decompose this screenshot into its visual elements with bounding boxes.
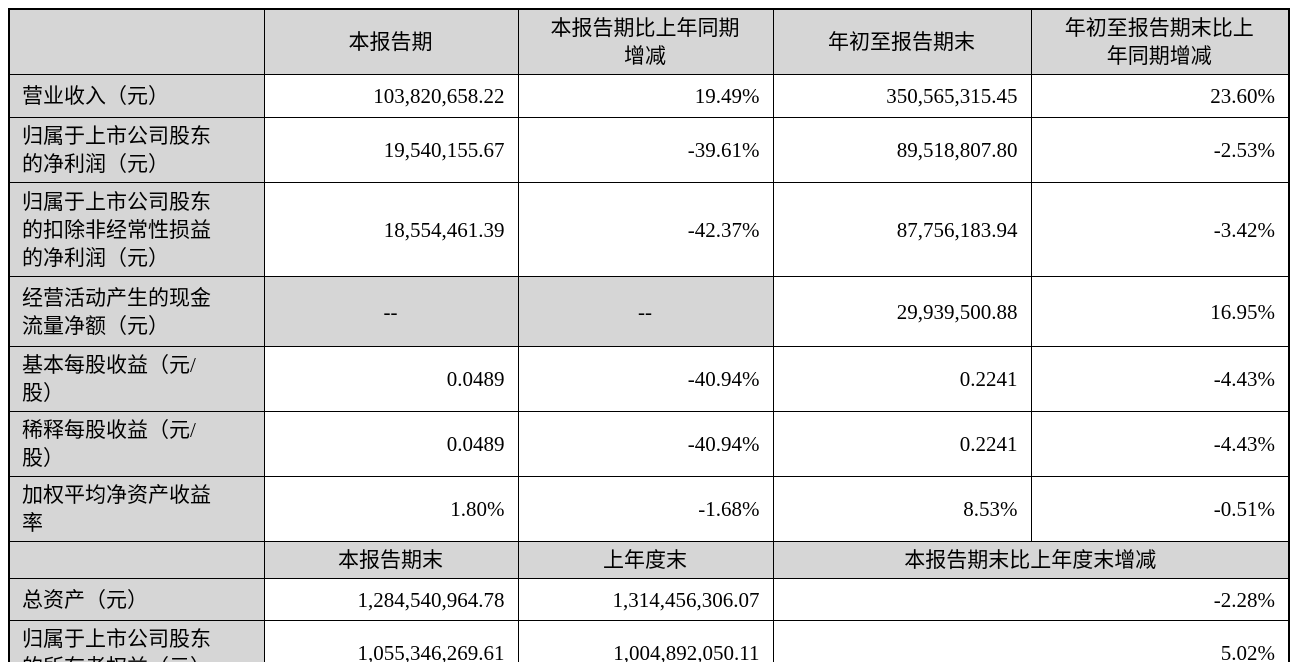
value-cell: -4.43% (1030, 411, 1290, 477)
subheader-period-end-change: 本报告期末比上年度末增减 (772, 541, 1290, 579)
value-cell: 1,055,346,269.61 (263, 620, 519, 662)
value-cell: 1,004,892,050.11 (517, 620, 774, 662)
table-row-equity: 归属于上市公司股东 的所有者权益（元） 1,055,346,269.61 1,0… (8, 620, 1290, 662)
header-row: 本报告期 本报告期比上年同期 增减 年初至报告期末 年初至报告期末比上 年同期增… (8, 8, 1290, 75)
financial-summary-table: 本报告期 本报告期比上年同期 增减 年初至报告期末 年初至报告期末比上 年同期增… (8, 8, 1290, 662)
value-cell: -1.68% (517, 476, 774, 542)
row-label: 基本每股收益（元/ 股） (8, 346, 265, 412)
row-label: 归属于上市公司股东 的扣除非经常性损益 的净利润（元） (8, 182, 265, 277)
value-cell: 0.2241 (772, 346, 1032, 412)
table-row-operating-cash-flow: 经营活动产生的现金 流量净额（元） -- -- 29,939,500.88 16… (8, 276, 1290, 347)
value-cell: 1.80% (263, 476, 519, 542)
na-value-cell: -- (263, 276, 519, 347)
value-cell: -0.51% (1030, 476, 1290, 542)
change-value-cell: -2.28% (772, 578, 1290, 621)
table-row-net-profit-excl-nonrecurring: 归属于上市公司股东 的扣除非经常性损益 的净利润（元） 18,554,461.3… (8, 182, 1290, 277)
row-label: 总资产（元） (8, 578, 265, 621)
header-current-period: 本报告期 (263, 8, 519, 75)
value-cell: -39.61% (517, 117, 774, 183)
value-cell: -40.94% (517, 411, 774, 477)
value-cell: 350,565,315.45 (772, 74, 1032, 118)
table-row-diluted-eps: 稀释每股收益（元/ 股） 0.0489 -40.94% 0.2241 -4.43… (8, 411, 1290, 477)
change-value-cell: 5.02% (772, 620, 1290, 662)
na-value-cell: -- (517, 276, 774, 347)
value-cell: -40.94% (517, 346, 774, 412)
table-row-revenue: 营业收入（元） 103,820,658.22 19.49% 350,565,31… (8, 74, 1290, 118)
value-cell: -4.43% (1030, 346, 1290, 412)
value-cell: 0.2241 (772, 411, 1032, 477)
value-cell: 89,518,807.80 (772, 117, 1032, 183)
row-label: 稀释每股收益（元/ 股） (8, 411, 265, 477)
header-ytd: 年初至报告期末 (772, 8, 1032, 75)
table-row-weighted-avg-roe: 加权平均净资产收益 率 1.80% -1.68% 8.53% -0.51% (8, 476, 1290, 542)
row-label: 加权平均净资产收益 率 (8, 476, 265, 542)
value-cell: 8.53% (772, 476, 1032, 542)
period-end-header-row: 本报告期末 上年度末 本报告期末比上年度末增减 (8, 541, 1290, 579)
value-cell: 16.95% (1030, 276, 1290, 347)
value-cell: 18,554,461.39 (263, 182, 519, 277)
value-cell: 19.49% (517, 74, 774, 118)
value-cell: 23.60% (1030, 74, 1290, 118)
value-cell: -2.53% (1030, 117, 1290, 183)
value-cell: 0.0489 (263, 411, 519, 477)
header-current-period-yoy-change: 本报告期比上年同期 增减 (517, 8, 774, 75)
value-cell: -42.37% (517, 182, 774, 277)
subheader-prior-year-end: 上年度末 (517, 541, 774, 579)
value-cell: 87,756,183.94 (772, 182, 1032, 277)
value-cell: 0.0489 (263, 346, 519, 412)
value-cell: 1,314,456,306.07 (517, 578, 774, 621)
value-cell: 1,284,540,964.78 (263, 578, 519, 621)
value-cell: 29,939,500.88 (772, 276, 1032, 347)
row-label: 营业收入（元） (8, 74, 265, 118)
header-ytd-yoy-change: 年初至报告期末比上 年同期增减 (1030, 8, 1290, 75)
value-cell: 19,540,155.67 (263, 117, 519, 183)
table-row-net-profit: 归属于上市公司股东 的净利润（元） 19,540,155.67 -39.61% … (8, 117, 1290, 183)
subheader-period-end: 本报告期末 (263, 541, 519, 579)
subheader-blank-cell (8, 541, 265, 579)
row-label: 经营活动产生的现金 流量净额（元） (8, 276, 265, 347)
value-cell: 103,820,658.22 (263, 74, 519, 118)
value-cell: -3.42% (1030, 182, 1290, 277)
table-row-basic-eps: 基本每股收益（元/ 股） 0.0489 -40.94% 0.2241 -4.43… (8, 346, 1290, 412)
header-blank-cell (8, 8, 265, 75)
row-label: 归属于上市公司股东 的净利润（元） (8, 117, 265, 183)
row-label: 归属于上市公司股东 的所有者权益（元） (8, 620, 265, 662)
table-row-total-assets: 总资产（元） 1,284,540,964.78 1,314,456,306.07… (8, 578, 1290, 621)
